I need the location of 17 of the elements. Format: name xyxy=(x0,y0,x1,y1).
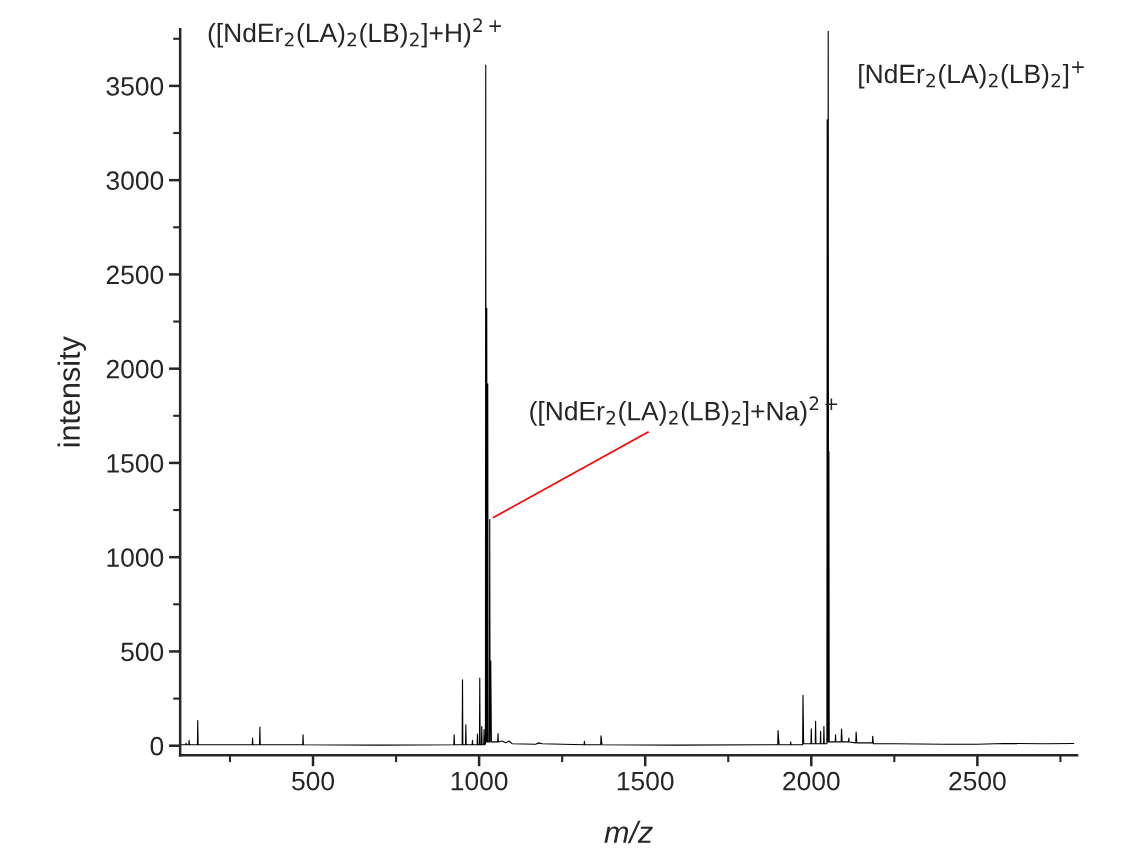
annotation: ([NdEr$_{2}$(LA)$_{2}$(LB)$_{2}$]+H)$^{2+}$ xyxy=(208,18,501,48)
y-tick-label: 2000 xyxy=(106,359,164,379)
x-tick-label: 1000 xyxy=(451,771,508,791)
y-axis-title: intensity xyxy=(57,336,87,447)
y-tick-label: 1500 xyxy=(107,454,164,473)
y-tick-label: 0 xyxy=(150,736,164,756)
y-tick-label: 500 xyxy=(121,642,164,662)
annotation: [NdEr$_{2}$(LA)$_{2}$(LB)$_{2}$]$^{+}$ xyxy=(859,61,1084,89)
x-axis-title: m/z xyxy=(604,820,653,844)
y-tick-label: 2500 xyxy=(106,265,164,285)
x-tick-label: 1500 xyxy=(617,771,674,791)
y-tick-label: 3000 xyxy=(106,171,164,190)
x-tick-label: 500 xyxy=(292,771,335,791)
x-tick-label: 2500 xyxy=(949,771,1006,791)
y-tick-label: 1000 xyxy=(107,548,164,568)
y-tick-label: 3500 xyxy=(106,77,164,96)
x-tick-label: 2000 xyxy=(783,771,840,791)
